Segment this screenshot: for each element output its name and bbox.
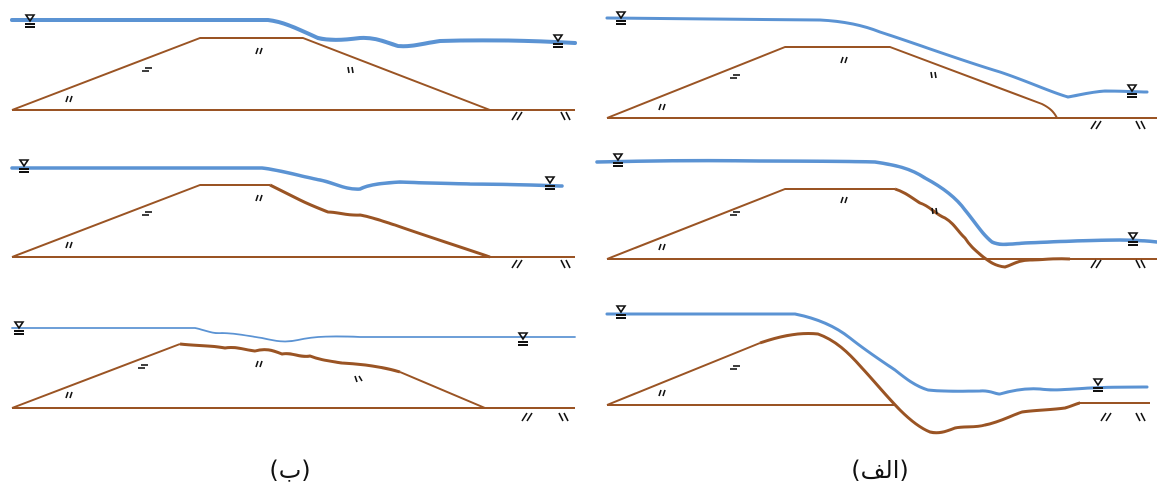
- water-surface: [595, 158, 1157, 247]
- water-level-symbol: [18, 159, 30, 173]
- panel-right-3: [605, 305, 1150, 435]
- water-surface: [11, 327, 576, 343]
- eroded-downstream-slope: [269, 183, 491, 259]
- panel-left-3: [11, 321, 576, 422]
- hatch-marks: [658, 56, 1146, 130]
- panel-right-2: [595, 153, 1157, 269]
- water-surface: [10, 166, 564, 191]
- dam-profile: [606, 342, 1150, 406]
- hatch-marks: [65, 194, 571, 269]
- caption-right: (الف): [851, 456, 909, 484]
- water-surface: [605, 16, 1149, 99]
- water-surface: [605, 312, 1149, 396]
- panel-right-1: [605, 11, 1157, 130]
- water-level-symbol: [615, 305, 627, 319]
- water-surface: [10, 18, 577, 49]
- eroded-downstream-slope: [894, 187, 1071, 269]
- panel-left-2: [10, 159, 575, 269]
- dam-profile: [11, 343, 575, 409]
- hatch-marks: [65, 360, 569, 422]
- eroded-dam-body: [759, 332, 1081, 435]
- caption-left: (ب): [269, 456, 310, 484]
- panel-left-1: [10, 14, 577, 121]
- hatch-marks: [658, 196, 1146, 269]
- water-level-symbol: [517, 332, 529, 346]
- dam-profile: [11, 37, 575, 111]
- hatch-marks: [65, 47, 571, 121]
- dam-profile: [11, 184, 575, 258]
- dam-profile: [606, 188, 1157, 260]
- hatch-marks: [658, 365, 1146, 422]
- dam-profile: [606, 46, 1157, 119]
- eroded-crest: [179, 342, 401, 374]
